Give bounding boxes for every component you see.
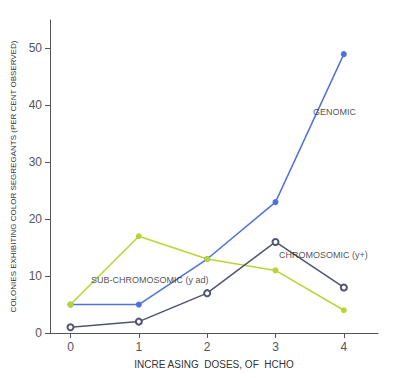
svg-text:40: 40: [29, 98, 43, 112]
svg-text:50: 50: [29, 41, 43, 55]
svg-text:SUB-CHROMOSOMIC (y ad): SUB-CHROMOSOMIC (y ad): [91, 275, 209, 285]
svg-text:30: 30: [29, 155, 43, 169]
svg-text:0: 0: [35, 326, 42, 340]
svg-text:3: 3: [272, 340, 279, 354]
svg-text:4: 4: [340, 340, 347, 354]
svg-text:1: 1: [135, 340, 142, 354]
svg-text:INCRE ASING DOSES, OF HCHO: INCRE ASING DOSES, OF HCHO: [134, 359, 294, 370]
svg-text:20: 20: [29, 212, 43, 226]
svg-text:COLONIES EXHIBITING COLOR SEGR: COLONIES EXHIBITING COLOR SEGREGANTS (PE…: [9, 40, 18, 312]
svg-text:10: 10: [29, 269, 43, 283]
svg-text:CHROMOSOMIC (y+): CHROMOSOMIC (y+): [279, 250, 368, 260]
svg-text:0: 0: [67, 340, 74, 354]
svg-text:GENOMIC: GENOMIC: [313, 107, 357, 117]
svg-text:2: 2: [204, 340, 211, 354]
